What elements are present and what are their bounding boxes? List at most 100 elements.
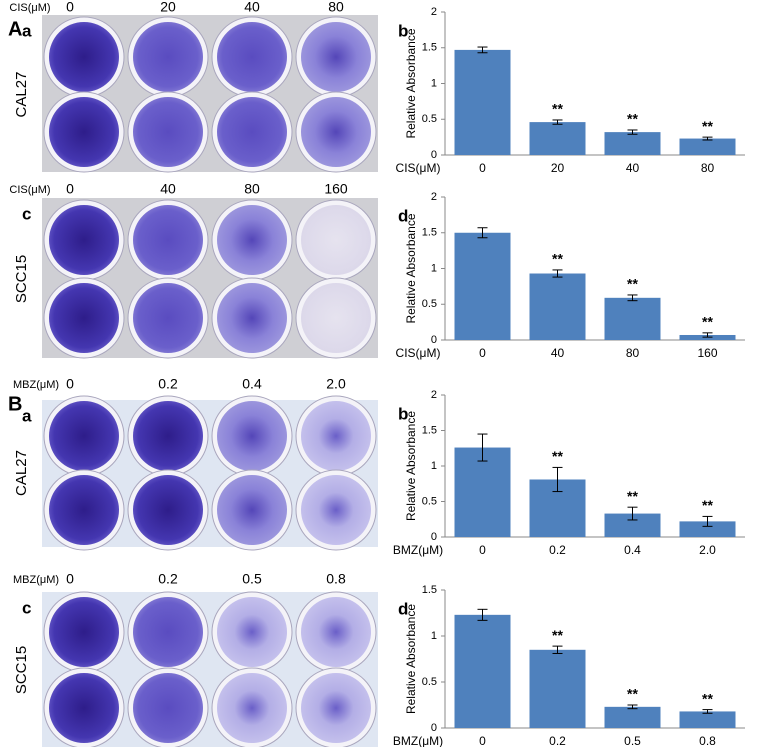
error-bar [702, 332, 713, 338]
x-tick-label: 0.8 [699, 734, 716, 747]
well-stain [217, 597, 287, 667]
dose-label: 0.8 [326, 571, 346, 587]
well-stain [217, 283, 287, 353]
section-label: A [8, 18, 22, 40]
bar [679, 711, 736, 728]
well-stain [49, 475, 119, 545]
x-tick-label: 0.2 [549, 734, 566, 747]
bar [604, 132, 661, 155]
cell-line-label: SCC15 [13, 646, 30, 694]
error-bar [702, 515, 713, 527]
error-bar [552, 466, 563, 493]
well-stain [301, 475, 371, 545]
y-tick-label: 1.5 [422, 424, 437, 436]
error-bar [477, 608, 488, 621]
x-tick-label: 160 [697, 346, 717, 360]
significance-label: ** [702, 690, 713, 706]
well-stain [301, 97, 371, 167]
y-tick-label: 0.5 [422, 495, 437, 507]
bar [454, 447, 511, 537]
significance-label: ** [552, 448, 563, 464]
cell-line-label: SCC15 [13, 255, 30, 303]
error-bar [552, 269, 563, 278]
x-tick-label: 0.5 [624, 734, 641, 747]
x-axis-label: CIS(μM) [396, 346, 441, 360]
well-stain [133, 401, 203, 471]
significance-label: ** [627, 488, 638, 504]
well-stain [301, 283, 371, 353]
x-tick-label: 0 [479, 346, 486, 360]
significance-label: ** [627, 686, 638, 702]
bar [679, 521, 736, 537]
y-tick-label: 0.5 [422, 298, 437, 310]
error-bar [702, 709, 713, 714]
y-tick-label: 2 [431, 191, 437, 203]
panel-letter: d [398, 599, 408, 618]
well-stain [217, 475, 287, 545]
x-tick-label: 80 [701, 161, 715, 175]
x-tick-label: 80 [626, 346, 640, 360]
y-tick-label: 1.5 [422, 584, 437, 596]
x-tick-label: 0 [479, 543, 486, 557]
dose-label: 20 [160, 0, 176, 15]
panel-letter: d [398, 206, 408, 225]
y-tick-label: 1.5 [422, 42, 437, 54]
error-bar [552, 645, 563, 654]
well-stain [49, 205, 119, 275]
dose-label: 40 [244, 0, 260, 15]
well-stain [49, 673, 119, 743]
treatment-label: MBZ(μM) [13, 379, 59, 391]
dose-label: 2.0 [326, 376, 346, 392]
bar [454, 614, 511, 728]
panel-letter: b [398, 21, 408, 40]
well-stain [133, 673, 203, 743]
y-tick-label: 1 [431, 460, 437, 472]
well-stain [133, 22, 203, 92]
y-tick-label: 2 [431, 6, 437, 18]
significance-label: ** [552, 101, 563, 117]
well-stain [217, 22, 287, 92]
well-stain [133, 597, 203, 667]
well-stain [49, 22, 119, 92]
well-stain [133, 97, 203, 167]
error-bar [552, 119, 563, 125]
significance-label: ** [627, 111, 638, 127]
bar [529, 122, 586, 155]
dose-label: 0.5 [242, 571, 262, 587]
x-tick-label: 0.2 [549, 543, 566, 557]
dose-label: 0.2 [158, 376, 178, 392]
x-tick-label: 20 [551, 161, 565, 175]
significance-label: ** [552, 251, 563, 267]
x-tick-label: 0.4 [624, 543, 641, 557]
bar [529, 649, 586, 728]
well-stain [301, 597, 371, 667]
well-stain [217, 401, 287, 471]
significance-label: ** [627, 276, 638, 292]
y-tick-label: 1.5 [422, 227, 437, 239]
well-stain [49, 97, 119, 167]
dose-label: 0 [66, 0, 74, 15]
x-tick-label: 2.0 [699, 543, 716, 557]
panel-letter: b [398, 404, 408, 423]
y-tick-label: 0.5 [422, 676, 437, 688]
dose-label: 0.2 [158, 571, 178, 587]
x-tick-label: 0 [479, 161, 486, 175]
y-tick-label: 0.5 [422, 113, 437, 125]
y-tick-label: 2 [431, 389, 437, 401]
y-tick-label: 0 [431, 722, 437, 734]
panel-letter: c [22, 204, 31, 223]
y-axis-label: Relative Absorbance [404, 28, 418, 138]
cell-line-label: CAL27 [13, 450, 30, 496]
dose-label: 80 [244, 181, 260, 197]
y-tick-label: 1 [431, 262, 437, 274]
panel-letter: c [22, 598, 31, 617]
treatment-label: CIS(μM) [9, 2, 50, 14]
significance-label: ** [552, 627, 563, 643]
x-axis-label: BMZ(μM) [393, 543, 443, 557]
significance-label: ** [702, 118, 713, 134]
well-stain [217, 97, 287, 167]
y-tick-label: 0 [431, 334, 437, 346]
bar [454, 49, 511, 155]
